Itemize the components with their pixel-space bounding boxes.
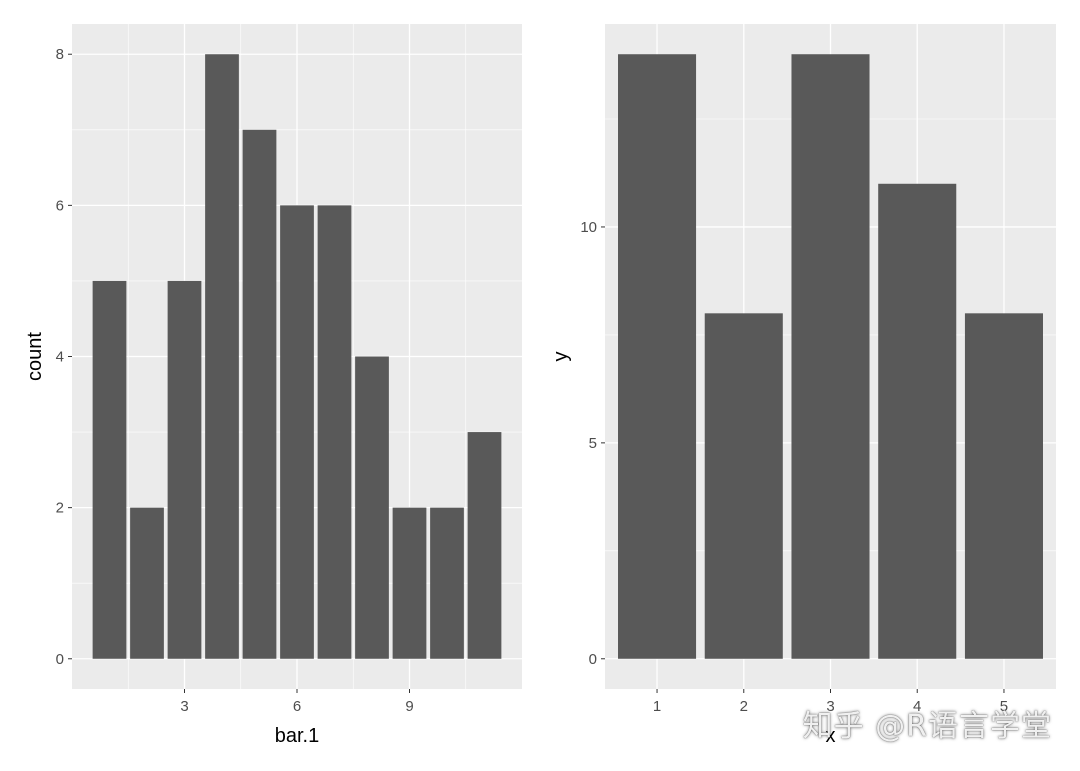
bar <box>467 432 502 659</box>
bar <box>392 507 427 659</box>
x-tick-label: 6 <box>293 698 301 715</box>
y-tick-label: 8 <box>56 46 64 63</box>
bar <box>791 54 870 659</box>
bar <box>167 280 202 659</box>
y-tick-label: 6 <box>56 197 64 214</box>
x-tick-label: 1 <box>653 698 661 715</box>
y-tick-label: 0 <box>56 651 64 668</box>
bar <box>205 54 239 659</box>
x-tick-label: 4 <box>913 698 921 715</box>
y-tick-label: 4 <box>56 349 64 366</box>
x-tick-label: 2 <box>740 698 748 715</box>
bar <box>317 205 352 659</box>
bar <box>704 313 783 659</box>
bar <box>618 54 697 659</box>
y-tick-label: 5 <box>589 435 597 452</box>
bar <box>355 356 389 659</box>
bar <box>430 507 464 659</box>
bar <box>130 507 164 659</box>
x-axis-title: bar.1 <box>275 725 319 747</box>
bar <box>964 313 1043 659</box>
x-axis-title: x <box>826 725 836 747</box>
bar-plot: 0 5 10 1 2 3 4 5 x y <box>550 24 1056 747</box>
bar <box>242 129 277 659</box>
x-tick-label: 3 <box>826 698 834 715</box>
bar <box>878 183 957 659</box>
y-axis-title: y <box>550 352 572 362</box>
bar <box>280 205 314 659</box>
histogram-plot: 0 2 4 6 8 3 6 9 bar.1 count <box>24 24 522 747</box>
y-tick-label: 10 <box>580 219 597 236</box>
x-tick-label: 9 <box>405 698 413 715</box>
watermark: 知乎 @R语言学堂 <box>802 709 1052 744</box>
x-tick-label: 3 <box>180 698 188 715</box>
bar <box>92 280 127 659</box>
x-tick-label: 5 <box>1000 698 1008 715</box>
y-tick-label: 2 <box>56 500 64 517</box>
y-tick-label: 0 <box>589 651 597 668</box>
y-axis-title: count <box>24 332 46 381</box>
